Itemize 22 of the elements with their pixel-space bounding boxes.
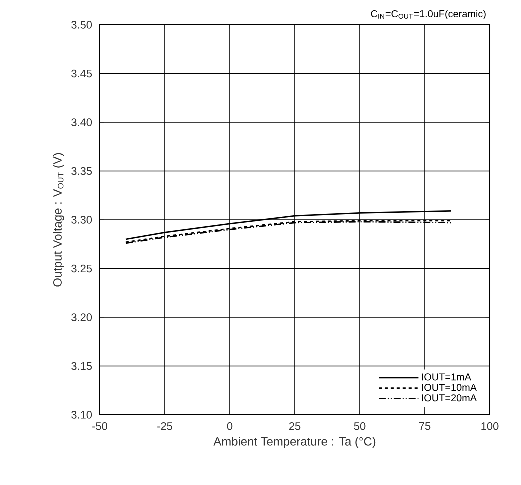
y-tick-label: 3.50 xyxy=(72,21,92,29)
x-tick-label: 25 xyxy=(289,422,301,430)
x-tick-label: -50 xyxy=(92,422,108,430)
x-tick-label: -25 xyxy=(158,422,172,430)
y-tick-label: 3.40 xyxy=(72,118,92,126)
x-tick-label: 50 xyxy=(354,422,366,430)
y-tick-label: 3.25 xyxy=(72,264,92,273)
y-tick-label: 3.20 xyxy=(72,314,92,322)
legend-label: IOUT=20mA xyxy=(422,394,477,402)
legend-label: IOUT=1mA xyxy=(422,374,472,381)
y-tick-label: 3.15 xyxy=(72,362,92,370)
legend-label: IOUT=10mA xyxy=(422,384,477,392)
y-axis-title: Output Voltage : V$_{OUT}$ (V) xyxy=(53,153,64,287)
text: C$_{IN}$=C$_{OUT}$=1.0uF(ceramic) xyxy=(371,10,486,20)
y-tick-label: 3.35 xyxy=(72,167,92,176)
x-axis-title: Ambient Temperature : Ta (°C) xyxy=(214,437,376,448)
y-tick-label: 3.30 xyxy=(72,216,92,224)
x-tick-label: 0 xyxy=(227,422,233,430)
y-tick-label: 3.45 xyxy=(72,70,92,78)
y-tick-label: 3.10 xyxy=(72,411,92,419)
x-tick-label: 75 xyxy=(419,422,431,430)
x-tick-label: 100 xyxy=(482,422,499,430)
